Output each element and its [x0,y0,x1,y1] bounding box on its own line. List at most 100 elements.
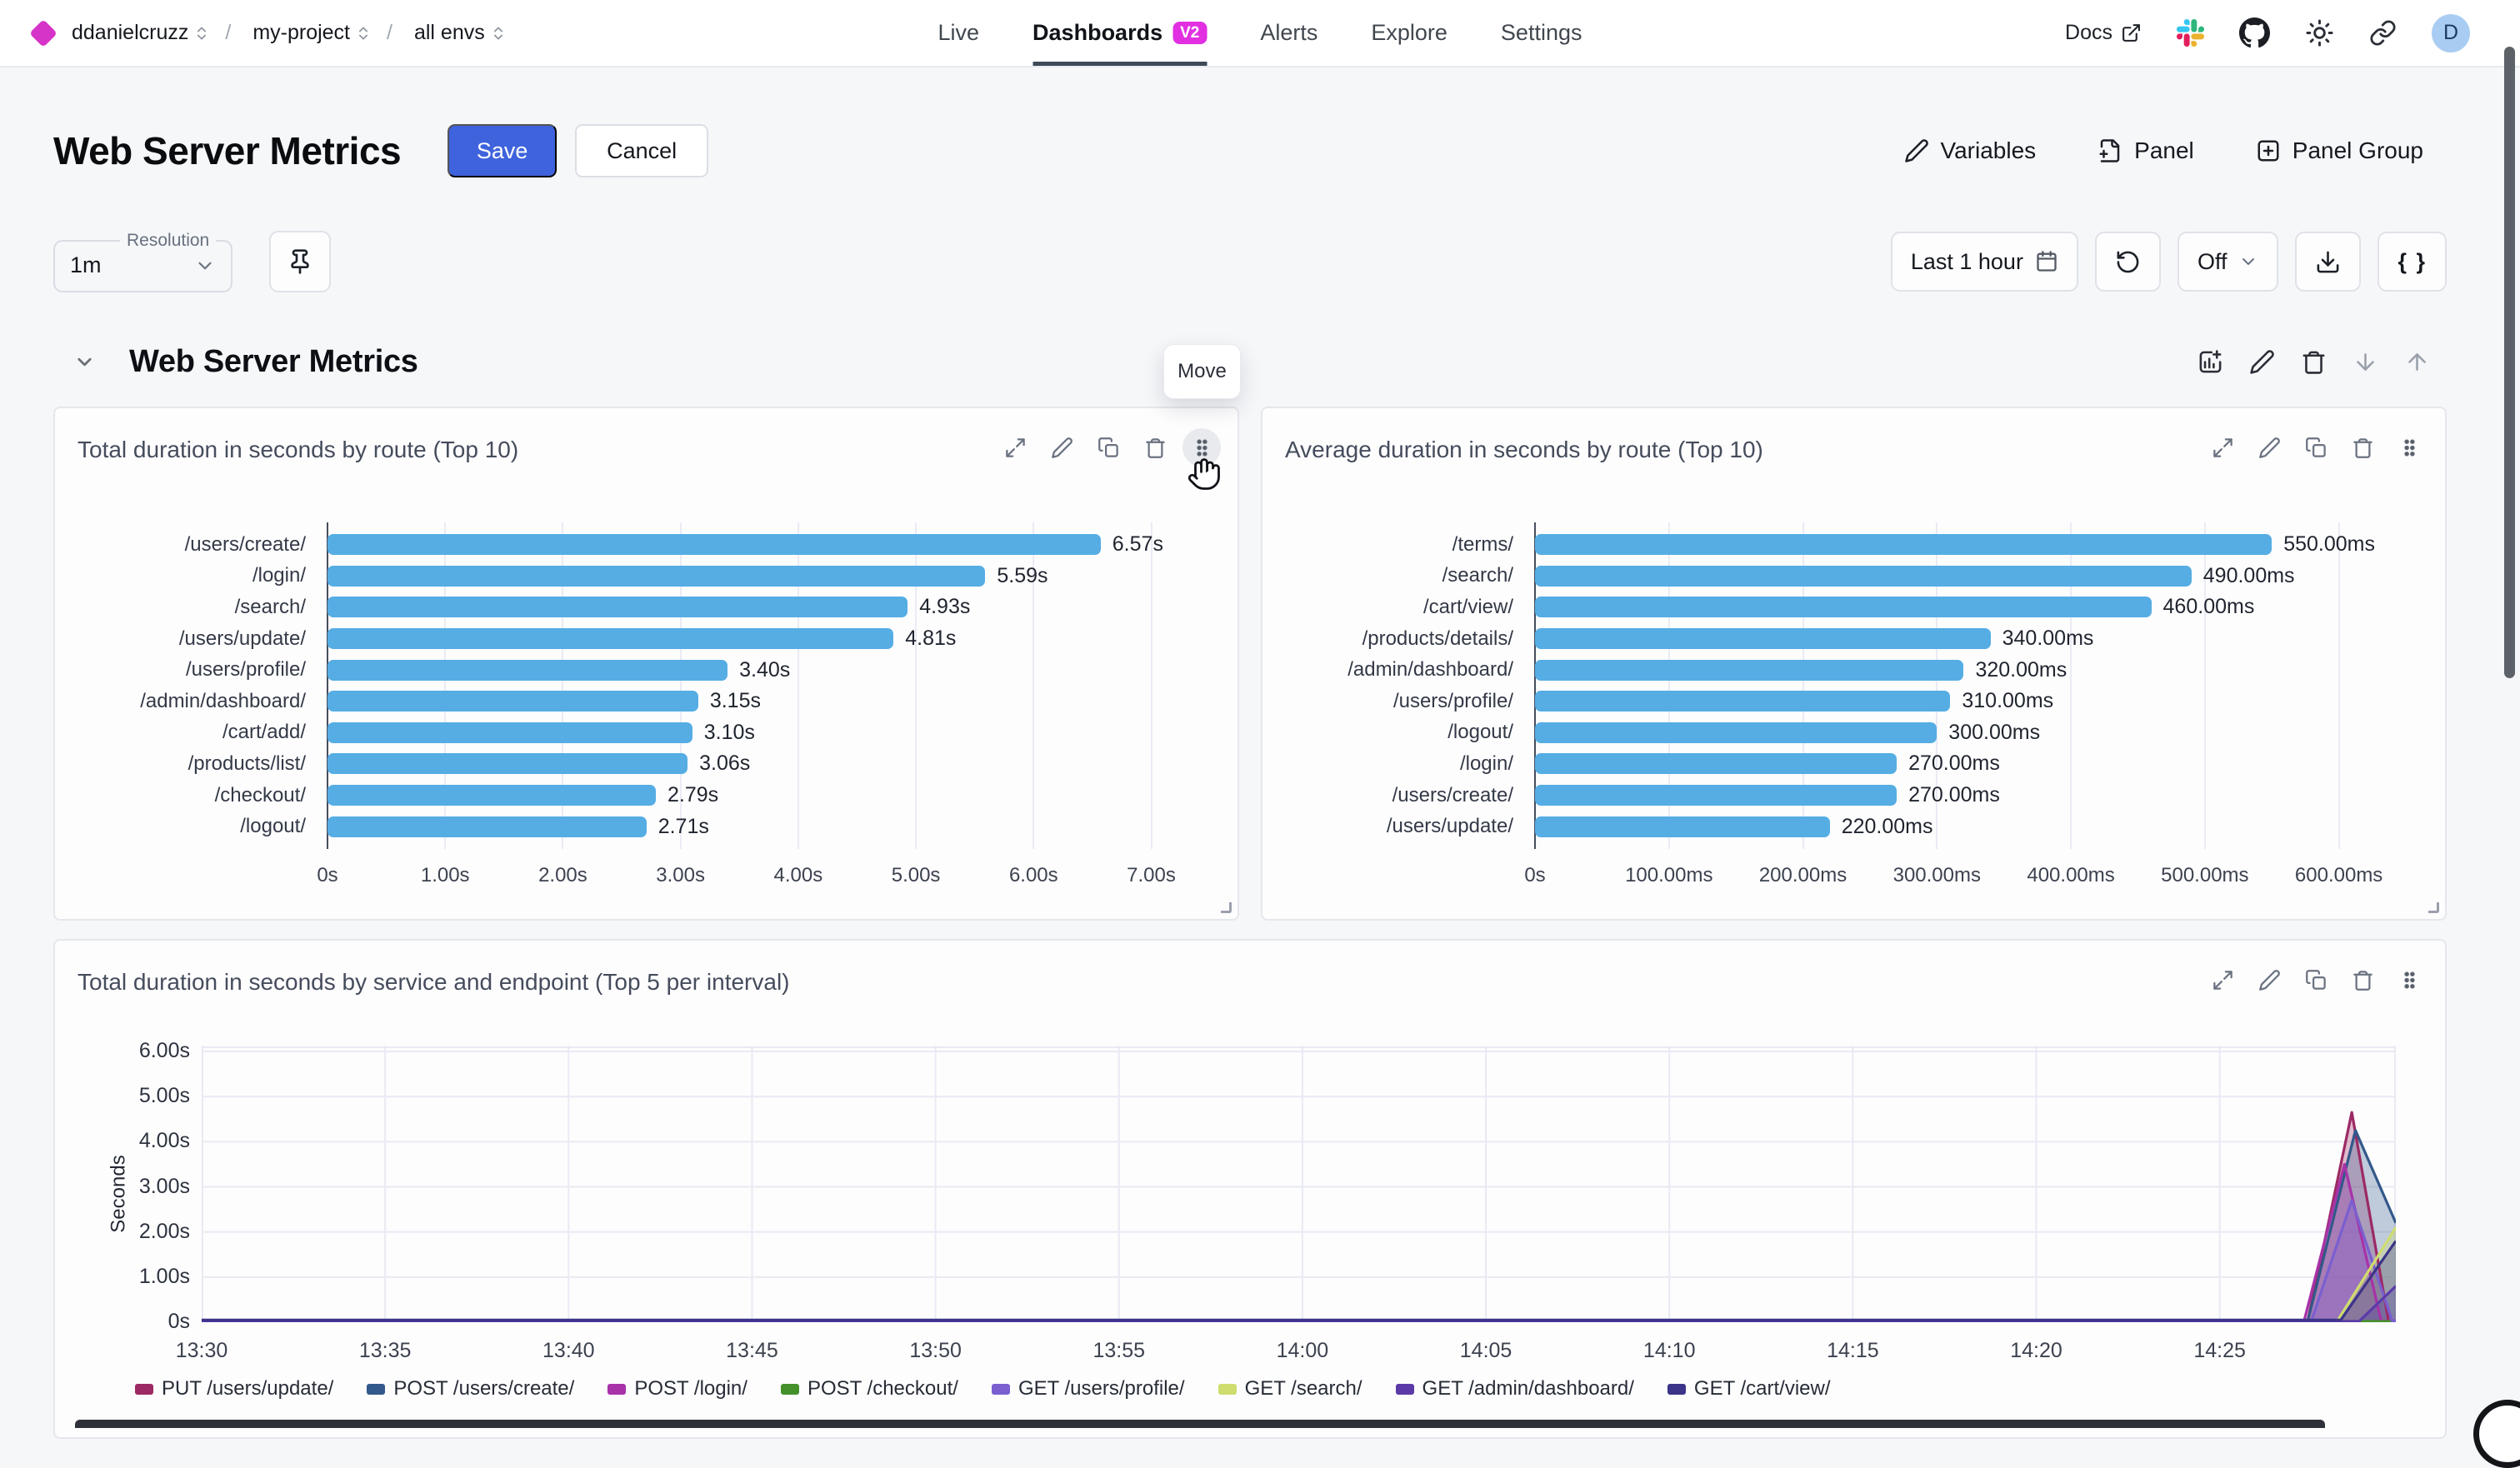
move-section-down-icon[interactable] [2352,349,2378,375]
x-tick-label: 14:20 [2010,1339,2062,1363]
category-label: /logout/ [1285,721,1535,744]
auto-refresh-select[interactable]: Off [2178,232,2279,292]
bar-chart-total-duration[interactable]: /users/create/6.57s/login/5.59s/search/4… [78,522,1215,897]
tab-alerts[interactable]: Alerts [1260,0,1318,66]
expand-panel-icon[interactable] [2203,428,2242,467]
clone-panel-icon[interactable] [2297,428,2335,467]
drag-panel-handle[interactable] [2390,961,2428,999]
x-tick-label: 14:05 [1460,1339,1512,1363]
brightness-icon[interactable] [2305,18,2334,47]
bar[interactable] [1535,753,1897,774]
add-chart-icon[interactable] [2198,349,2223,375]
pin-resolution-button[interactable] [269,231,331,292]
add-panel-button[interactable]: Panel [2098,137,2194,164]
tab-settings[interactable]: Settings [1501,0,1582,66]
delete-section-icon[interactable] [2301,349,2327,375]
edit-panel-icon[interactable] [2250,961,2288,999]
legend-item[interactable]: PUT /users/update/ [135,1377,333,1401]
bar-chart-average-duration[interactable]: /terms/550.00ms/search/490.00ms/cart/vie… [1285,522,2422,897]
pin-icon [287,248,313,275]
time-series-chart[interactable] [202,1046,2396,1326]
bar[interactable] [328,628,893,649]
save-button[interactable]: Save [448,124,557,177]
github-icon[interactable] [2239,17,2270,48]
download-button[interactable] [2295,232,2361,292]
category-label: /logout/ [78,815,328,838]
clone-panel-icon[interactable] [2297,961,2335,999]
legend-item[interactable]: POST /users/create/ [367,1377,574,1401]
legend-item[interactable]: GET /search/ [1218,1377,1362,1401]
value-label: 2.71s [658,816,709,837]
bar[interactable] [1535,660,1963,681]
cancel-button[interactable]: Cancel [575,124,708,177]
bar[interactable] [1535,691,1950,712]
json-view-button[interactable]: { } [2378,232,2447,292]
bar[interactable] [1535,722,1937,743]
user-avatar[interactable]: D [2432,14,2470,52]
resolution-select[interactable]: Resolution 1m [53,231,232,292]
resize-handle[interactable] [1221,902,1232,913]
bar-track: 310.00ms [1535,691,2406,712]
link-icon[interactable] [2369,19,2397,47]
vertical-scrollbar[interactable] [2504,47,2515,678]
bar[interactable] [328,816,647,837]
bar[interactable] [1535,628,1991,649]
bar[interactable] [1535,785,1897,806]
bar[interactable] [328,753,688,774]
resize-handle[interactable] [2428,902,2439,913]
bar[interactable] [328,566,985,587]
breadcrumb-org[interactable]: ddanielcruzz [72,21,210,45]
edit-panel-icon[interactable] [2250,428,2288,467]
legend-item[interactable]: GET /users/profile/ [992,1377,1185,1401]
x-tick-label: 5.00s [892,864,941,887]
clone-panel-icon[interactable] [1089,428,1128,467]
move-section-up-icon[interactable] [2404,349,2430,375]
refresh-button[interactable] [2095,232,2161,292]
edit-panel-icon[interactable] [1042,428,1081,467]
bar[interactable] [328,597,908,617]
delete-panel-icon[interactable] [2343,961,2382,999]
title-row: Web Server Metrics Save Cancel Variables… [53,121,2423,181]
panel-actions [2203,428,2428,467]
delete-panel-icon[interactable] [2343,428,2382,467]
bar[interactable] [328,691,698,712]
slack-icon[interactable] [2177,19,2204,47]
time-range-picker[interactable]: Last 1 hour [1891,232,2078,292]
breadcrumb-project[interactable]: my-project [252,21,372,45]
value-label: 490.00ms [2203,566,2295,587]
app-logo-icon[interactable] [29,19,58,47]
bar[interactable] [1535,534,2272,555]
bar[interactable] [328,785,656,806]
bar[interactable] [1535,597,2152,617]
tab-explore[interactable]: Explore [1371,0,1448,66]
bar[interactable] [328,660,728,681]
bar[interactable] [328,722,692,743]
bar-row: /products/list/3.06s [78,748,1215,780]
x-tick-label: 4.00s [774,864,823,887]
bar[interactable] [1535,816,1830,837]
edit-section-icon[interactable] [2249,349,2275,375]
category-label: /cart/view/ [1285,596,1535,619]
variables-button[interactable]: Variables [1904,137,2037,164]
bar[interactable] [328,534,1101,555]
drag-panel-handle[interactable] [2390,428,2428,467]
tab-live[interactable]: Live [938,0,980,66]
docs-link[interactable]: Docs [2065,21,2142,45]
expand-panel-icon[interactable] [996,428,1034,467]
legend-item[interactable]: POST /checkout/ [781,1377,958,1401]
legend-item[interactable]: GET /admin/dashboard/ [1396,1377,1634,1401]
category-label: /search/ [78,596,328,619]
bar[interactable] [1535,566,2192,587]
breadcrumb-env[interactable]: all envs [414,21,507,45]
value-label: 3.06s [699,753,750,774]
collapse-chevron-icon[interactable] [73,351,96,373]
delete-panel-icon[interactable] [1136,428,1174,467]
y-tick-label: 2.00s [98,1220,190,1244]
legend-item[interactable]: GET /cart/view/ [1668,1377,1831,1401]
expand-panel-icon[interactable] [2203,961,2242,999]
add-panel-group-button[interactable]: Panel Group [2256,137,2423,164]
v2-badge: V2 [1172,22,1207,44]
legend-item[interactable]: POST /login/ [608,1377,748,1401]
panel-header: Average duration in seconds by route (To… [1262,408,2445,488]
